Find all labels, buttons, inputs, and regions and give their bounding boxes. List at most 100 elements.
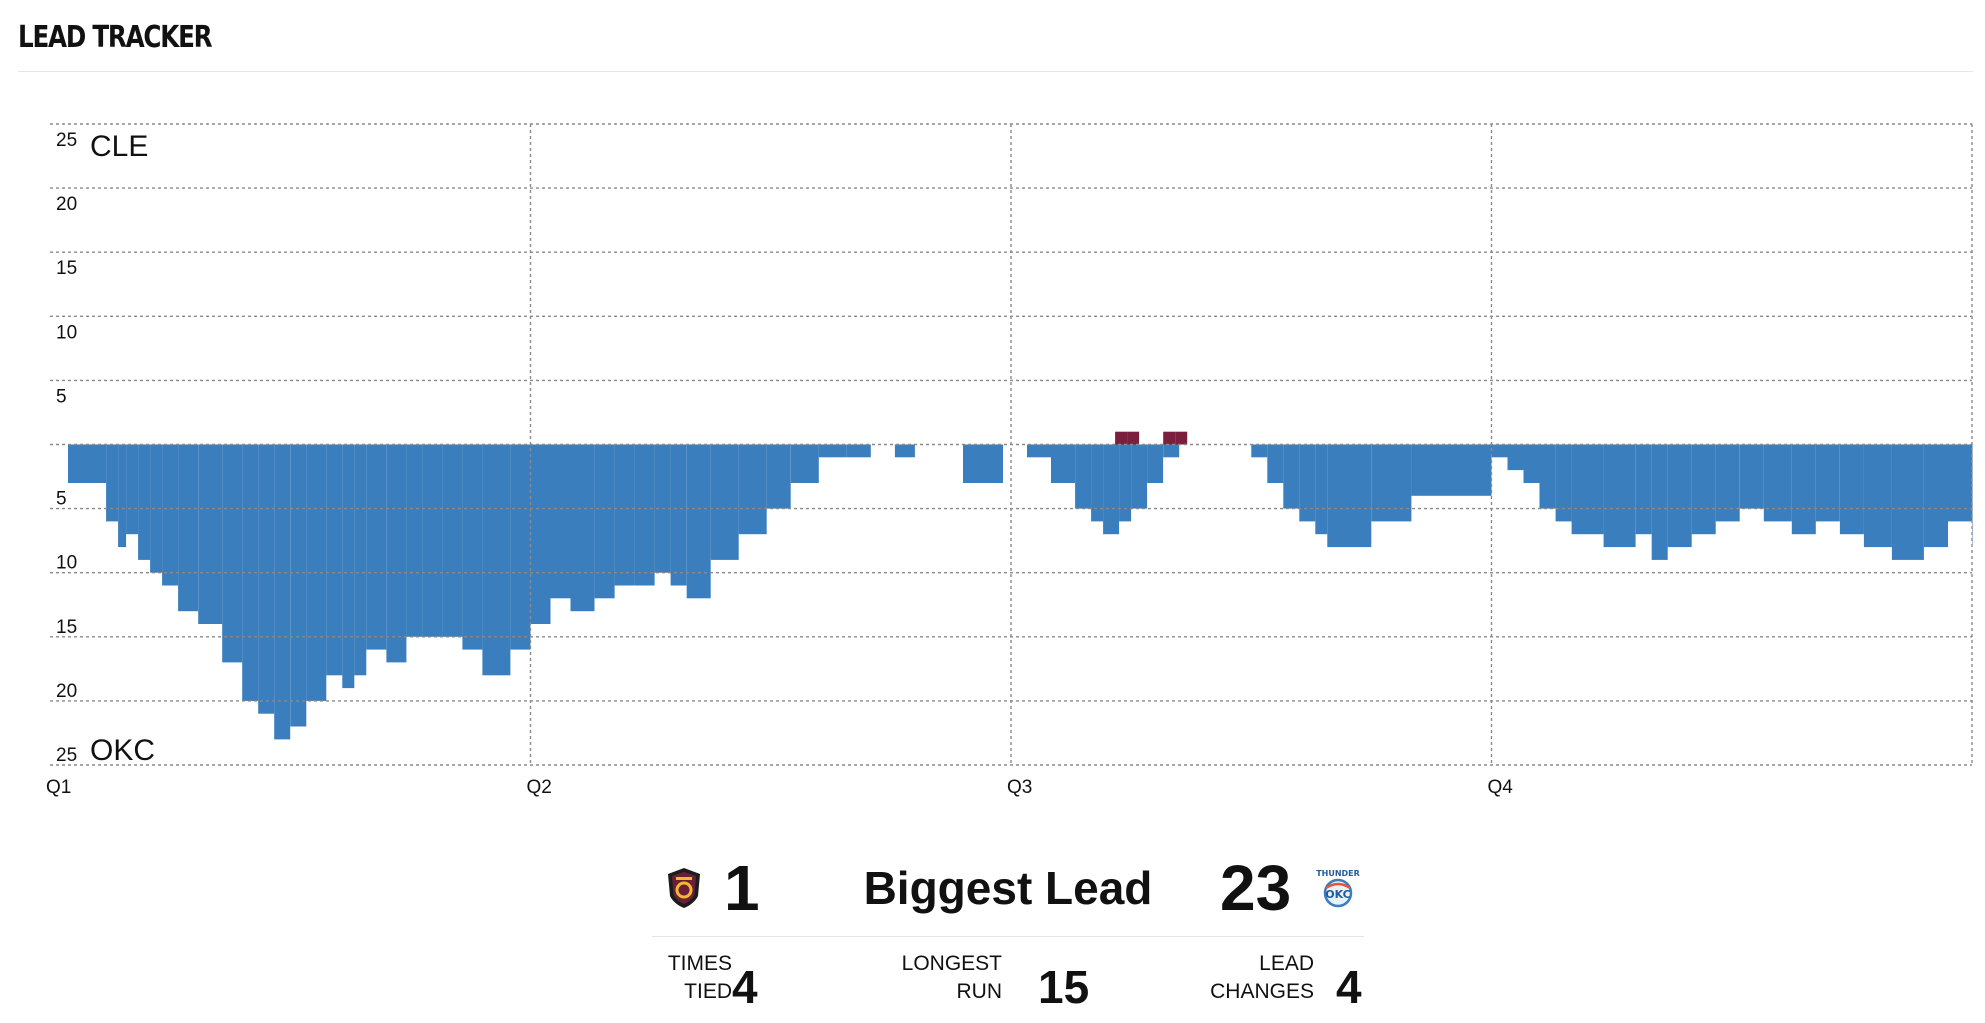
lead-bar-okc-2	[106, 444, 119, 522]
y-tick-label-1: 20	[56, 194, 77, 215]
lead-bar-okc-43	[894, 444, 915, 458]
times-tied-label-line1: TIMES	[667, 952, 732, 975]
lead-bar-okc-87	[1863, 444, 1892, 548]
y-tick-label-4: 5	[56, 386, 67, 407]
lead-bar-okc-56	[1147, 444, 1164, 483]
longest-run-stat: LONGEST RUN 15	[902, 950, 1102, 1013]
lead-bar-okc-19	[366, 444, 387, 650]
lead-bar-okc-74	[1555, 444, 1572, 522]
lead-bar-okc-62	[1251, 444, 1268, 458]
quarter-label-2: Q2	[527, 777, 552, 798]
lead-bar-okc-46	[963, 444, 983, 483]
lead-bar-okc-30	[594, 444, 615, 599]
times-tied-stat: TIMES TIED 4	[652, 950, 772, 1013]
lead-bar-okc-84	[1791, 444, 1816, 535]
lead-bar-okc-76	[1603, 444, 1636, 548]
lead-bar-okc-64	[1283, 444, 1300, 509]
lead-bar-okc-49	[1027, 444, 1051, 458]
quarter-label-3: Q3	[1007, 777, 1032, 798]
lead-bar-okc-5	[138, 444, 151, 560]
lead-bar-okc-12	[258, 444, 275, 714]
lead-bar-okc-52	[1091, 444, 1104, 522]
quarter-label-1: Q1	[46, 777, 71, 798]
lead-bar-okc-79	[1667, 444, 1692, 548]
lead-bar-okc-66	[1315, 444, 1328, 535]
lead-bar-okc-13	[274, 444, 291, 740]
lead-bar-okc-47	[983, 444, 1003, 483]
lead-bar-okc-3	[118, 444, 127, 548]
y-tick-label-2: 15	[56, 258, 77, 279]
y-tick-label-3: 10	[56, 322, 77, 343]
lead-tracker-chart: 25 20 15 10 5 5 10 15 20 25 Q1 Q2 Q3 Q4 CLE OKC	[46, 123, 1973, 798]
lead-bar-okc-55	[1131, 444, 1148, 509]
lead-bar-okc-35	[686, 444, 711, 599]
lead-bar-okc-85	[1815, 444, 1840, 522]
lead-bar-okc-34	[670, 444, 687, 586]
lead-bar-okc-82	[1739, 444, 1764, 509]
lead-bar-okc-68	[1371, 444, 1412, 522]
times-tied-value: 4	[732, 961, 758, 1013]
y-tick-label-8: 15	[56, 617, 77, 638]
lead-bar-okc-22	[422, 444, 443, 637]
okc-biggest-lead-value: 23	[1220, 852, 1292, 924]
lead-bar-okc-25	[482, 444, 511, 676]
lead-bar-okc-16	[326, 444, 343, 676]
y-tick-label-9: 20	[56, 681, 77, 702]
svg-text:OKC: OKC	[1325, 888, 1350, 901]
lead-bar-okc-53	[1103, 444, 1120, 535]
lead-bar-okc-78	[1651, 444, 1668, 560]
lead-bar-okc-86	[1839, 444, 1864, 535]
lead-bar-okc-8	[178, 444, 199, 612]
lead-bar-okc-91	[1972, 444, 1973, 548]
lead-bar-okc-57	[1163, 444, 1180, 458]
lead-bar-okc-1	[68, 444, 106, 483]
cavaliers-logo-icon	[666, 866, 702, 910]
lead-bar-okc-17	[342, 444, 355, 689]
lead-bar-okc-37	[738, 444, 767, 535]
longest-run-label-line1: LONGEST	[901, 952, 1002, 975]
lead-bar-okc-90	[1948, 444, 1972, 522]
lead-bar-okc-51	[1075, 444, 1092, 509]
biggest-lead-row: 1 Biggest Lead 23 THUNDER OKC	[652, 850, 1364, 937]
lead-bar-okc-77	[1635, 444, 1652, 535]
lead-bar-okc-27	[530, 444, 551, 624]
lead-bar-okc-32	[634, 444, 655, 586]
lead-bar-okc-21	[406, 444, 423, 637]
lead-bar-okc-73	[1539, 444, 1556, 509]
lead-changes-value: 4	[1336, 961, 1362, 1013]
lead-bar-okc-9	[198, 444, 223, 624]
lead-bar-okc-18	[354, 444, 367, 676]
lead-bar-okc-63	[1267, 444, 1284, 483]
longest-run-label-line2: RUN	[956, 980, 1003, 1003]
svg-text:THUNDER: THUNDER	[1316, 869, 1360, 878]
lead-bar-okc-88	[1891, 444, 1924, 560]
page-title: LEAD TRACKER	[18, 20, 213, 55]
lead-bar-cle-0	[1115, 431, 1128, 445]
lead-bar-okc-41	[846, 444, 871, 458]
lead-bar-okc-36	[710, 444, 739, 560]
lead-bar-okc-67	[1327, 444, 1372, 548]
lead-bar-okc-71	[1507, 444, 1524, 471]
lead-bar-okc-20	[386, 444, 407, 663]
biggest-lead-label: Biggest Lead	[863, 862, 1153, 914]
lead-bar-okc-70	[1491, 444, 1508, 458]
lead-bar-okc-50	[1051, 444, 1075, 483]
lead-bar-okc-6	[150, 444, 163, 573]
times-tied-label-line2: TIED	[684, 980, 732, 1003]
lead-bar-okc-69	[1411, 444, 1492, 496]
lead-changes-stat: LEAD CHANGES 4	[1190, 950, 1370, 1013]
lead-bar-okc-54	[1119, 444, 1132, 522]
lead-bar-okc-10	[222, 444, 243, 663]
lead-bar-okc-89	[1924, 444, 1948, 548]
lead-bar-okc-39	[790, 444, 819, 483]
lead-bar-okc-65	[1299, 444, 1316, 522]
y-tick-label-0: 25	[56, 130, 77, 151]
y-tick-label-6: 5	[56, 489, 67, 510]
game-summary: 1 Biggest Lead 23 THUNDER OKC	[652, 850, 1364, 1015]
lead-bar-okc-80	[1691, 444, 1716, 535]
quarter-label-4: Q4	[1488, 777, 1514, 798]
lead-changes-label-line1: LEAD	[1259, 952, 1314, 975]
y-tick-label-10: 25	[56, 745, 77, 766]
lead-bar-okc-26	[510, 444, 531, 650]
cle-biggest-lead-value: 1	[724, 852, 760, 924]
